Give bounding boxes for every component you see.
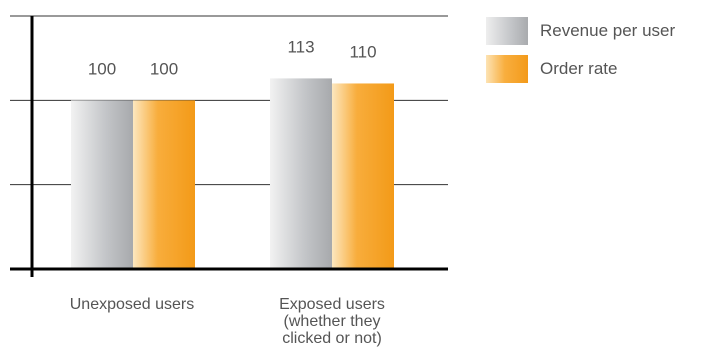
legend: Revenue per user Order rate bbox=[486, 16, 675, 92]
legend-label-order-rate: Order rate bbox=[540, 59, 618, 78]
bar-revenue-per-user bbox=[71, 100, 133, 269]
legend-swatch-order-rate bbox=[486, 55, 528, 83]
bar-revenue-per-user bbox=[270, 78, 332, 269]
legend-item-revenue: Revenue per user bbox=[486, 16, 675, 46]
category-label-unexposed: Unexposed users bbox=[69, 296, 195, 313]
bar-order-rate bbox=[133, 100, 195, 269]
legend-item-order-rate: Order rate bbox=[486, 54, 675, 84]
bars bbox=[71, 78, 394, 269]
data-labels: 100 100 113 110 bbox=[88, 37, 377, 78]
data-label: 100 bbox=[88, 59, 116, 78]
data-label: 100 bbox=[150, 59, 178, 78]
axes bbox=[10, 16, 448, 277]
category-label-exposed: Exposed users (whether they clicked or n… bbox=[279, 296, 385, 347]
legend-label-revenue: Revenue per user bbox=[540, 21, 676, 40]
data-label: 110 bbox=[349, 42, 376, 61]
data-label: 113 bbox=[287, 37, 314, 56]
bar-order-rate bbox=[332, 83, 394, 269]
legend-swatch-revenue bbox=[486, 17, 528, 45]
